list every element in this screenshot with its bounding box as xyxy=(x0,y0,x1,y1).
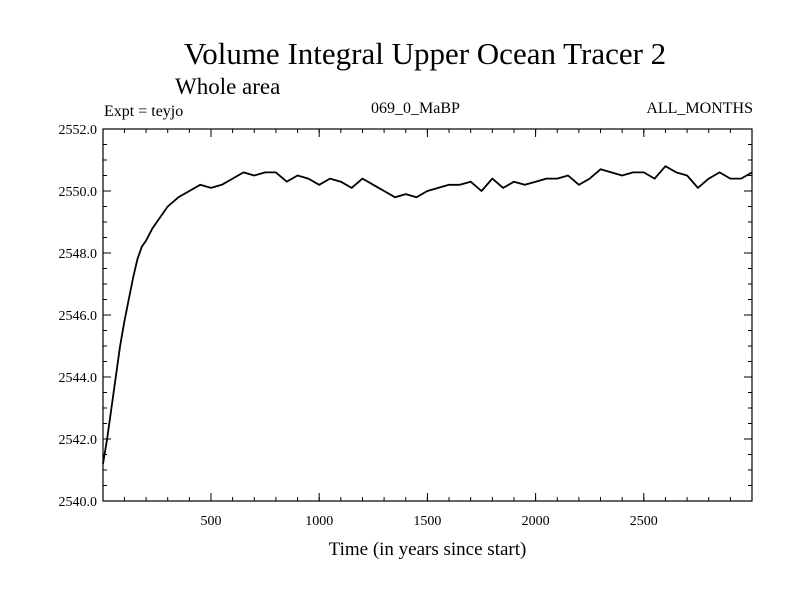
x-axis-title: Time (in years since start) xyxy=(329,539,527,560)
y-tick-label: 2552.0 xyxy=(59,123,98,138)
y-tick-label: 2550.0 xyxy=(59,185,98,200)
period-label: 069_0_MaBP xyxy=(371,100,460,117)
series-line xyxy=(102,165,753,464)
x-tick-label: 2000 xyxy=(522,514,550,529)
y-tick-label: 2548.0 xyxy=(59,247,98,262)
y-tick-label: 2540.0 xyxy=(59,495,98,510)
y-tick-label: 2542.0 xyxy=(59,433,98,448)
x-tick-label: 1000 xyxy=(305,514,333,529)
months-label: ALL_MONTHS xyxy=(646,100,753,117)
chart-subtitle: Whole area xyxy=(175,74,281,99)
x-tick-label: 2500 xyxy=(630,514,658,529)
y-tick-label: 2546.0 xyxy=(59,309,98,324)
experiment-label: Expt = teyjo xyxy=(104,103,184,120)
x-tick-label: 500 xyxy=(200,514,221,529)
x-tick-label: 1500 xyxy=(413,514,441,529)
y-tick-label: 2544.0 xyxy=(59,371,98,386)
chart-title: Volume Integral Upper Ocean Tracer 2 xyxy=(183,36,667,71)
